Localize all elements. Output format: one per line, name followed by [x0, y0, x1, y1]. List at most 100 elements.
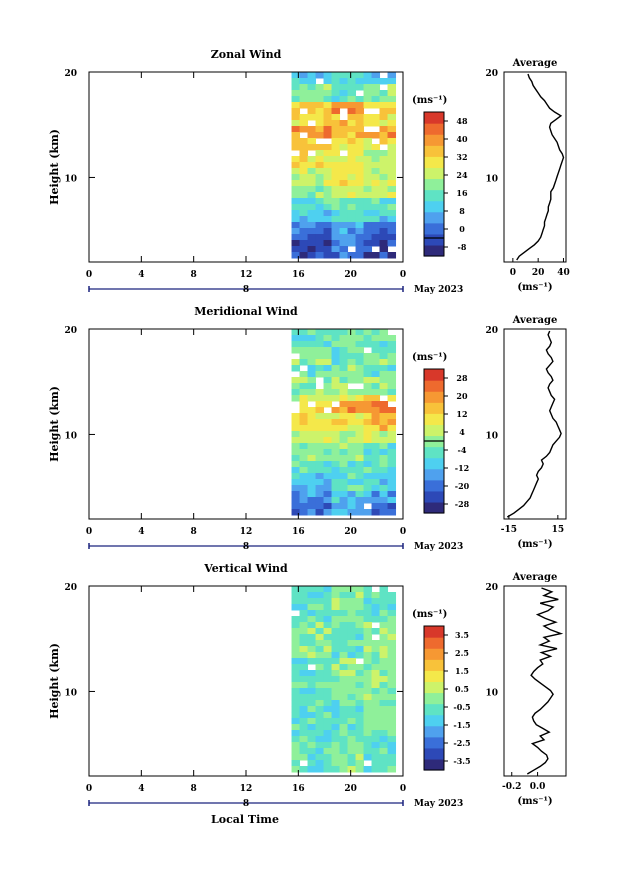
field-cell: [363, 132, 373, 139]
field-cell: [379, 467, 389, 474]
field-cell: [387, 730, 397, 737]
field-cell: [307, 174, 317, 181]
field-cell: [355, 479, 365, 486]
field-cell: [387, 712, 397, 719]
field-cell: [371, 168, 381, 175]
field-cell: [291, 72, 301, 79]
field-cell: [387, 616, 397, 623]
field-cell: [363, 509, 373, 516]
field-cell: [291, 509, 301, 516]
field-cell: [307, 724, 317, 731]
field-cell: [339, 748, 349, 755]
field-cell: [387, 365, 397, 372]
field-cell: [347, 419, 357, 426]
field-cell: [299, 712, 309, 719]
field-cell: [363, 604, 373, 611]
colorbar-swatch: [424, 123, 444, 135]
panel-title: Meridional Wind: [194, 305, 298, 318]
field-cell: [299, 497, 309, 504]
field-cell: [363, 437, 373, 444]
field-cell: [307, 586, 317, 593]
field-cell: [315, 84, 325, 91]
field-cell: [291, 389, 301, 396]
field-cell: [331, 766, 341, 773]
field-cell: [299, 634, 309, 641]
field-cell: [331, 676, 341, 683]
field-cell: [299, 204, 309, 211]
field-cell: [299, 730, 309, 737]
field-cell: [323, 192, 333, 199]
field-cell: [323, 335, 333, 342]
field-cell: [331, 497, 341, 504]
field-cell: [299, 222, 309, 229]
field-cell: [307, 252, 317, 259]
field-cell: [347, 742, 357, 749]
field-cell: [363, 658, 373, 665]
field-cell: [379, 658, 389, 665]
colorbar-swatch: [424, 681, 444, 694]
field-cell: [291, 234, 301, 241]
field-cell: [331, 150, 341, 157]
field-cell: [347, 168, 357, 175]
field-cell: [307, 341, 317, 348]
field-cell: [371, 114, 381, 121]
field-cell: [315, 341, 325, 348]
field-cell: [379, 473, 389, 480]
field-cell: [379, 341, 389, 348]
field-cell: [331, 395, 341, 402]
field-cell: [299, 694, 309, 701]
field-cell: [363, 598, 373, 605]
field-cell: [307, 718, 317, 725]
field-cell: [339, 383, 349, 390]
field-cell: [387, 174, 397, 181]
field-cell: [379, 401, 389, 408]
profile-x-tick-label: 20: [532, 268, 545, 278]
field-cell: [371, 395, 381, 402]
colorbar-swatch: [424, 692, 444, 705]
field-cell: [371, 210, 381, 217]
field-cell: [347, 365, 357, 372]
field-cell: [379, 724, 389, 731]
field-cell: [307, 730, 317, 737]
field-cell: [339, 341, 349, 348]
field-cell: [323, 712, 333, 719]
field-cell: [299, 240, 309, 247]
field-cell: [307, 180, 317, 187]
panel-title: Vertical Wind: [203, 562, 288, 575]
field-cell: [315, 461, 325, 468]
field-cell: [387, 688, 397, 695]
colorbar-swatch: [424, 222, 444, 235]
field-cell: [355, 670, 365, 677]
field-cell: [387, 455, 397, 462]
field-cell: [291, 598, 301, 605]
field-cell: [291, 335, 301, 342]
field-cell: [371, 186, 381, 193]
field-cell: [291, 359, 301, 366]
field-cell: [291, 664, 301, 671]
field-cell: [371, 377, 381, 384]
field-cell: [379, 479, 389, 486]
colorbar-tick-label: 4: [459, 427, 465, 437]
field-cell: [347, 126, 357, 133]
field-cell: [371, 688, 381, 695]
field-cell: [331, 198, 341, 205]
field-cell: [347, 371, 357, 378]
field-cell: [363, 162, 373, 169]
field-cell: [363, 682, 373, 689]
field-cell: [323, 210, 333, 217]
field-cell: [331, 503, 341, 510]
field-cell: [363, 592, 373, 599]
field-cell: [355, 353, 365, 360]
field-cell: [371, 150, 381, 157]
field-cell: [299, 252, 309, 259]
field-cell: [371, 443, 381, 450]
field-cell: [387, 425, 397, 432]
field-cell: [379, 138, 389, 145]
field-cell: [339, 616, 349, 623]
field-cell: [387, 449, 397, 456]
field-cell: [331, 204, 341, 211]
field-cell: [347, 664, 357, 671]
field-cell: [339, 503, 349, 510]
field-cell: [371, 96, 381, 103]
field-cell: [291, 646, 301, 653]
